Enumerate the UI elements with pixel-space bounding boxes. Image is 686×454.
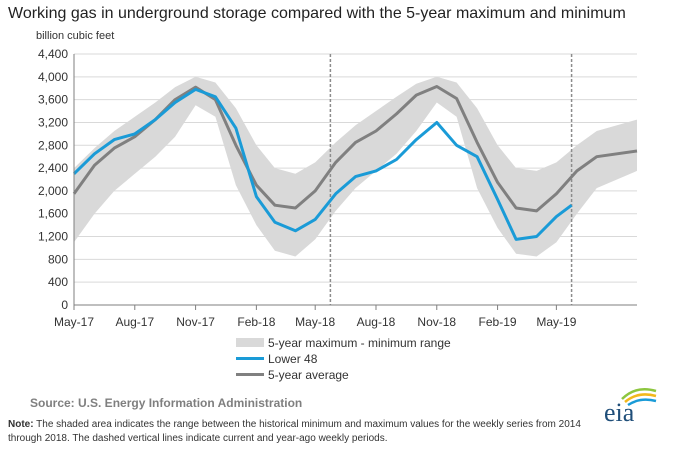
x-tick-label: Aug-17 [115,315,154,329]
axes [73,54,637,310]
x-tick-labels: May-17 Aug-17 Nov-17 Feb-18 May-18 Aug-18 Nov-… [54,315,577,329]
y-tick-label: 2,400 [38,161,68,175]
series-line-lower-48 [72,87,573,241]
legend: 5-year maximum - minimum range Lower 48 5-… [236,336,451,382]
eia-logo: eia [604,388,657,427]
y-axis-unit-label: billion cubic feet [36,30,114,42]
x-tick-label: May-18 [295,315,335,329]
x-tick-label: Aug-18 [357,315,396,329]
reference-lines [329,54,573,305]
note-text: Note: The shaded area indicates the rang… [8,418,608,446]
legend-label: 5-year maximum - minimum range [268,336,451,350]
logo-arc-blue [627,398,657,407]
y-tick-label: 1,600 [38,207,68,221]
note-body: The shaded area indicates the range betw… [8,419,581,444]
logo-arc-yellow [624,393,657,403]
series-lines [72,85,638,241]
x-tick-label: Nov-17 [176,315,215,329]
y-tick-label: 0 [61,298,68,312]
y-tick-label: 4,400 [38,47,68,61]
series-range-band [74,76,637,257]
legend-swatch-band [236,338,264,347]
x-tick-label: May-19 [536,315,576,329]
x-tick-label: May-17 [54,315,94,329]
range-band-layer [74,76,637,257]
logo-arc-green [621,388,657,400]
y-tick-labels: 0 400 800 1,200 1,600 2,000 2,400 2,800 3,200 3,6… [38,47,68,312]
y-tick-label: 800 [48,252,68,266]
note-label: Note: [8,419,34,430]
y-tick-label: 2,000 [38,184,68,198]
x-tick-label: Nov-18 [417,315,456,329]
y-tick-label: 2,800 [38,138,68,152]
y-tick-label: 4,000 [38,70,68,84]
x-tick-label: Feb-18 [237,315,275,329]
y-tick-label: 1,200 [38,230,68,244]
legend-label: Lower 48 [268,352,318,366]
logo-wordmark: eia [604,398,635,427]
x-tick-label: Feb-19 [479,315,517,329]
legend-label: 5-year average [268,368,349,382]
source-text: Source: U.S. Energy Information Administ… [30,396,303,410]
y-tick-label: 400 [48,275,68,289]
chart-title: Working gas in underground storage compa… [8,5,626,22]
y-tick-label: 3,200 [38,115,68,129]
y-tick-label: 3,600 [38,93,68,107]
